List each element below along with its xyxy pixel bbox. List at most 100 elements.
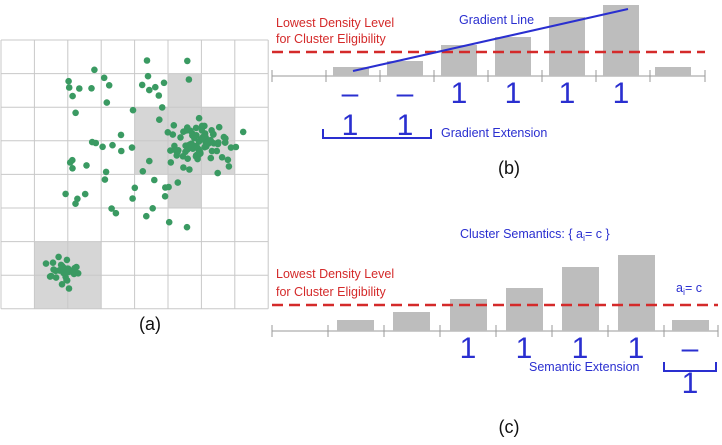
data-point [171,142,178,150]
data-point [155,92,163,99]
data-point [105,82,113,89]
bar-mark: 1 [516,332,533,365]
data-point [165,183,172,191]
dense-cell [168,73,202,108]
data-point [100,74,108,82]
data-point [102,168,110,176]
data-point [214,169,221,177]
data-point [195,114,203,122]
data-point [167,159,175,166]
panel-b: Lowest Density Level for Cluster Eligibi… [271,5,706,178]
data-point [167,147,174,154]
data-point [186,166,193,173]
bar-mark: – [682,332,699,365]
data-point [174,179,182,186]
panel-c-threshold-label-1: Lowest Density Level [276,267,394,281]
data-point [81,190,89,198]
data-point [177,134,184,141]
panel-b-threshold-label-2: for Cluster Eligibility [276,32,387,46]
data-point [199,133,207,141]
data-point [60,269,67,277]
data-point [131,184,139,192]
cluster-semantics-label: Cluster Semantics: { ai= c } [460,227,610,243]
data-point [183,223,191,231]
dense-cell [67,275,102,309]
density-bar [618,255,655,331]
data-point [73,263,80,271]
data-point [103,99,111,106]
data-point [46,273,54,280]
data-point [160,79,168,87]
data-point [161,193,169,200]
data-point [194,155,201,163]
dense-cell [134,140,168,175]
ai-equals-c-label: ai= c [676,281,702,297]
density-bar [672,320,709,331]
data-point [214,140,222,148]
data-point [109,141,116,149]
data-point [144,72,152,80]
gradient-line-label: Gradient Line [459,13,534,27]
data-point [74,195,81,203]
data-point [101,176,109,183]
density-bar [333,67,369,76]
data-point [202,141,210,148]
data-point [220,133,228,141]
bar-mark: – [342,77,359,110]
data-point [173,152,180,159]
data-point [175,147,182,154]
density-grid [0,39,269,310]
extension-value: 1 [342,109,359,142]
data-point [108,205,115,212]
data-point [188,141,195,149]
data-point [170,122,178,129]
data-point [193,142,200,150]
data-point [239,128,247,136]
data-point [152,83,159,91]
data-points [42,57,247,292]
bar-mark: 1 [613,77,630,110]
panel-a: (a) [0,39,269,334]
data-point [151,176,158,184]
data-point [207,154,215,162]
data-point [65,84,73,91]
data-point [208,147,216,155]
bar-mark: 1 [559,77,576,110]
data-point [63,256,71,264]
bar-mark: 1 [505,77,522,110]
data-point [69,269,77,276]
data-point [138,81,146,89]
density-bar [393,312,430,331]
data-point [165,218,173,226]
data-point [146,86,153,94]
panel-c-threshold-label-2: for Cluster Eligibility [276,285,387,299]
density-bar [495,37,531,76]
data-point [88,138,96,146]
data-point [192,124,200,132]
data-point [52,267,59,275]
data-point [143,57,151,64]
data-point [118,147,125,155]
data-point [69,165,76,172]
data-point [49,259,57,267]
data-point [69,92,76,100]
data-point [149,205,156,212]
extension-value: 1 [397,109,414,142]
bar-mark: 1 [572,332,589,365]
data-point [183,127,190,134]
panel-c-ticks [271,325,719,337]
density-bar [506,288,543,331]
data-point [227,144,235,151]
density-bar [387,61,423,76]
data-point [184,155,191,162]
semantic-extension-label: Semantic Extension [529,360,640,374]
dense-cell [168,174,202,208]
data-point [66,159,74,166]
density-bar [337,320,374,331]
dense-cell [134,107,168,141]
data-point [88,85,95,92]
gradient-line [352,8,629,72]
density-bar [655,67,691,76]
panel-b-ticks [271,70,706,82]
